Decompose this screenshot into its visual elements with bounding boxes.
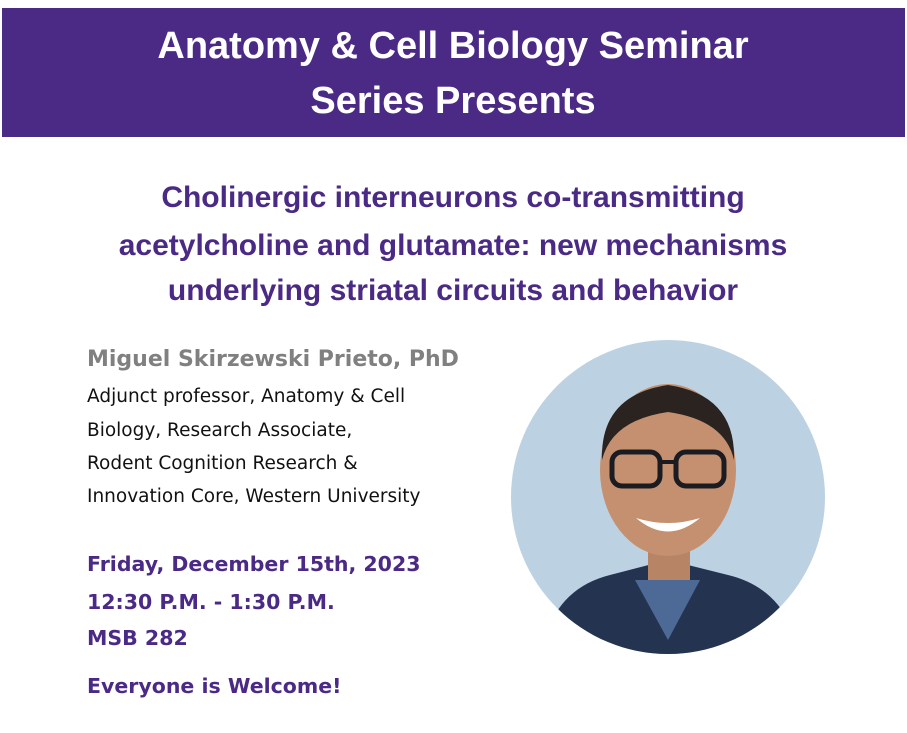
banner-title: Series Presents bbox=[310, 80, 595, 122]
event-date: Friday, December 15th, 2023 bbox=[87, 552, 420, 576]
affiliation: Biology, Research Associate, bbox=[87, 420, 352, 441]
banner-title: Anatomy & Cell Biology Seminar bbox=[157, 25, 748, 67]
event-location: MSB 282 bbox=[87, 626, 188, 650]
speaker-photo bbox=[511, 340, 825, 654]
event-time: 12:30 P.M. - 1:30 P.M. bbox=[87, 590, 335, 614]
affiliation: Rodent Cognition Research & bbox=[87, 453, 358, 474]
speaker-name: Miguel Skirzewski Prieto, PhD bbox=[87, 347, 459, 372]
affiliation: Adjunct professor, Anatomy & Cell bbox=[87, 386, 405, 407]
affiliation: Innovation Core, Western University bbox=[87, 486, 421, 507]
talk-title: underlying striatal circuits and behavio… bbox=[168, 274, 738, 307]
talk-title: Cholinergic interneurons co-transmitting bbox=[161, 181, 744, 214]
event-note: Everyone is Welcome! bbox=[87, 674, 342, 698]
banner bbox=[2, 8, 905, 137]
talk-title: acetylcholine and glutamate: new mechani… bbox=[119, 229, 788, 262]
